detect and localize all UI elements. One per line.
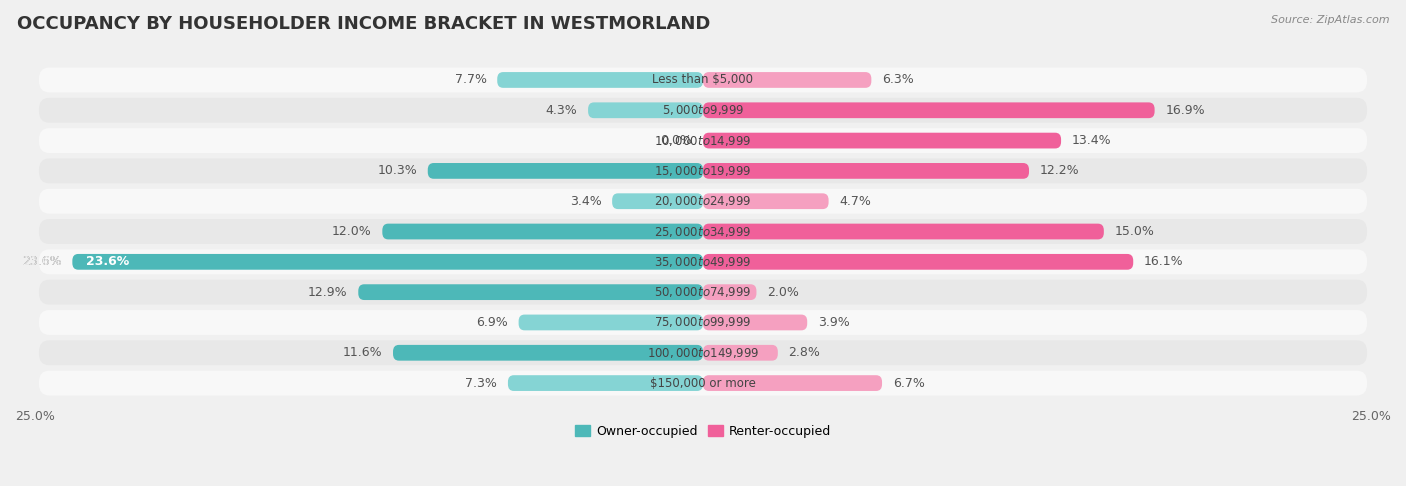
FancyBboxPatch shape (427, 163, 703, 179)
Text: 12.2%: 12.2% (1039, 164, 1080, 177)
Text: 16.9%: 16.9% (1166, 104, 1205, 117)
FancyBboxPatch shape (703, 133, 1062, 148)
Text: 10.3%: 10.3% (377, 164, 418, 177)
FancyBboxPatch shape (703, 314, 807, 330)
Text: 13.4%: 13.4% (1071, 134, 1111, 147)
FancyBboxPatch shape (703, 345, 778, 361)
FancyBboxPatch shape (382, 224, 703, 240)
Text: Source: ZipAtlas.com: Source: ZipAtlas.com (1271, 15, 1389, 25)
Text: $100,000 to $149,999: $100,000 to $149,999 (647, 346, 759, 360)
FancyBboxPatch shape (508, 375, 703, 391)
Text: Less than $5,000: Less than $5,000 (652, 73, 754, 87)
Text: 6.9%: 6.9% (477, 316, 508, 329)
FancyBboxPatch shape (39, 128, 1367, 153)
Text: OCCUPANCY BY HOUSEHOLDER INCOME BRACKET IN WESTMORLAND: OCCUPANCY BY HOUSEHOLDER INCOME BRACKET … (17, 15, 710, 33)
Text: 0.0%: 0.0% (661, 134, 692, 147)
Text: 6.3%: 6.3% (882, 73, 914, 87)
Text: $25,000 to $34,999: $25,000 to $34,999 (654, 225, 752, 239)
FancyBboxPatch shape (39, 68, 1367, 92)
Text: 16.1%: 16.1% (1144, 255, 1184, 268)
Text: 4.7%: 4.7% (839, 195, 872, 208)
FancyBboxPatch shape (612, 193, 703, 209)
FancyBboxPatch shape (703, 284, 756, 300)
Text: 6.7%: 6.7% (893, 377, 925, 390)
FancyBboxPatch shape (519, 314, 703, 330)
FancyBboxPatch shape (703, 193, 828, 209)
Text: $75,000 to $99,999: $75,000 to $99,999 (654, 315, 752, 330)
Text: $10,000 to $14,999: $10,000 to $14,999 (654, 134, 752, 148)
FancyBboxPatch shape (39, 310, 1367, 335)
Text: 3.4%: 3.4% (569, 195, 602, 208)
Text: 7.7%: 7.7% (454, 73, 486, 87)
Text: 3.9%: 3.9% (818, 316, 849, 329)
Text: 15.0%: 15.0% (1115, 225, 1154, 238)
Text: 23.6%: 23.6% (86, 255, 129, 268)
Legend: Owner-occupied, Renter-occupied: Owner-occupied, Renter-occupied (569, 420, 837, 443)
Text: 2.0%: 2.0% (768, 286, 799, 298)
FancyBboxPatch shape (703, 224, 1104, 240)
FancyBboxPatch shape (39, 219, 1367, 244)
Text: 12.9%: 12.9% (308, 286, 347, 298)
FancyBboxPatch shape (703, 103, 1154, 118)
Text: 23.6%: 23.6% (22, 255, 62, 268)
FancyBboxPatch shape (39, 189, 1367, 214)
Text: $150,000 or more: $150,000 or more (650, 377, 756, 390)
FancyBboxPatch shape (703, 375, 882, 391)
FancyBboxPatch shape (703, 72, 872, 88)
Text: 23.6%: 23.6% (22, 255, 62, 268)
Text: 4.3%: 4.3% (546, 104, 578, 117)
Text: 7.3%: 7.3% (465, 377, 498, 390)
FancyBboxPatch shape (39, 98, 1367, 122)
FancyBboxPatch shape (703, 163, 1029, 179)
Text: 11.6%: 11.6% (343, 346, 382, 359)
FancyBboxPatch shape (39, 249, 1367, 274)
FancyBboxPatch shape (498, 72, 703, 88)
Text: 12.0%: 12.0% (332, 225, 371, 238)
FancyBboxPatch shape (39, 371, 1367, 396)
FancyBboxPatch shape (703, 254, 1133, 270)
FancyBboxPatch shape (394, 345, 703, 361)
FancyBboxPatch shape (588, 103, 703, 118)
Text: $50,000 to $74,999: $50,000 to $74,999 (654, 285, 752, 299)
Text: $15,000 to $19,999: $15,000 to $19,999 (654, 164, 752, 178)
Text: $20,000 to $24,999: $20,000 to $24,999 (654, 194, 752, 208)
Text: $35,000 to $49,999: $35,000 to $49,999 (654, 255, 752, 269)
FancyBboxPatch shape (72, 254, 703, 270)
FancyBboxPatch shape (39, 158, 1367, 183)
FancyBboxPatch shape (39, 280, 1367, 305)
FancyBboxPatch shape (359, 284, 703, 300)
FancyBboxPatch shape (39, 340, 1367, 365)
Text: 2.8%: 2.8% (789, 346, 820, 359)
Text: $5,000 to $9,999: $5,000 to $9,999 (662, 103, 744, 117)
